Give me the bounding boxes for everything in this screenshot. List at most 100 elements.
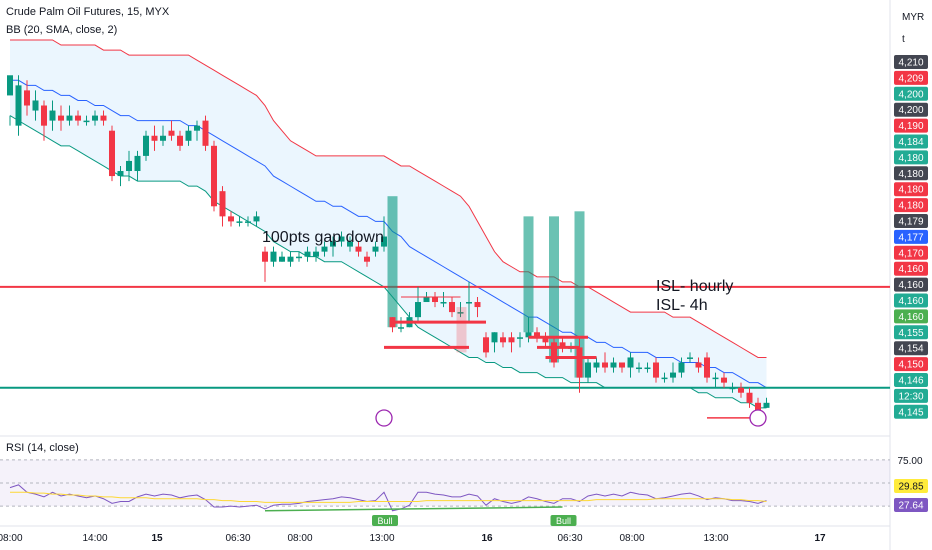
candle-body <box>755 402 761 413</box>
price-label-text: 4,160 <box>898 264 923 275</box>
divergence-line <box>264 506 563 512</box>
candle <box>534 327 540 343</box>
price-label-text: 4,155 <box>898 328 923 339</box>
candle-body <box>279 256 285 262</box>
candle <box>517 332 523 348</box>
price-label: 4,200 <box>894 102 928 117</box>
time-axis-label: 15 <box>151 533 163 544</box>
candle-body <box>202 120 209 146</box>
highlight-bar <box>574 211 585 378</box>
candle-body <box>143 135 149 156</box>
price-label-bg <box>894 214 928 228</box>
candle-body <box>559 342 566 348</box>
price-label: 4,177 <box>894 229 928 244</box>
candle-body <box>729 387 736 390</box>
price-label-bg <box>894 229 928 244</box>
candle <box>389 317 396 333</box>
candle <box>83 115 90 126</box>
rsi-label[interactable]: RSI (14, close) <box>6 442 79 454</box>
candle <box>287 251 294 267</box>
candle-body <box>432 296 438 303</box>
candle <box>338 231 345 247</box>
highlight-bar <box>549 216 559 363</box>
candle-body <box>228 216 234 222</box>
candle-body <box>126 160 132 172</box>
candle <box>457 302 464 318</box>
price-label: 4,190 <box>894 118 928 133</box>
price-label: 4,160 <box>894 277 928 292</box>
price-label-text: 4,160 <box>898 280 923 291</box>
candle <box>228 211 234 227</box>
session-marker-icon <box>749 409 767 427</box>
price-label-text: 4,180 <box>898 169 923 180</box>
candle <box>619 362 625 373</box>
candle-body <box>304 251 311 257</box>
gap-annotation[interactable]: 100pts gap down <box>262 229 384 246</box>
bollinger-bands-label[interactable]: BB (20, SMA, close, 2) <box>6 24 118 36</box>
price-label-bg <box>894 261 928 276</box>
price-label: 4,146 <box>894 373 928 387</box>
price-label-bg <box>894 166 928 181</box>
candle-body <box>746 392 753 403</box>
bull-signal-text: Bull <box>556 516 571 526</box>
candle <box>126 150 132 182</box>
candle-body <box>211 145 217 207</box>
candle <box>253 211 260 227</box>
candle-body <box>695 362 702 368</box>
time-axis-label: 17 <box>814 533 826 544</box>
candle-body <box>372 246 379 252</box>
candle <box>763 397 770 408</box>
candle <box>347 236 353 252</box>
isl-4h-annotation[interactable]: ISL- 4h <box>656 297 708 314</box>
candle-body <box>627 357 634 368</box>
candle <box>678 357 685 378</box>
candle <box>610 357 617 373</box>
candle-body <box>100 115 107 121</box>
price-label-bg <box>894 404 928 419</box>
candle <box>712 372 719 388</box>
chart-title: Crude Palm Oil Futures, 15, MYX <box>6 6 170 18</box>
candle <box>440 291 447 308</box>
time-axis-label: 06:30 <box>225 533 250 544</box>
price-label: 4,160 <box>894 293 928 308</box>
isl-hourly-annotation[interactable]: ISL- hourly <box>656 278 734 295</box>
candle <box>134 150 141 182</box>
candle-body <box>32 100 39 111</box>
candle-body <box>109 130 115 177</box>
candle <box>585 357 591 383</box>
price-label-text: 4,180 <box>898 201 923 212</box>
candle <box>304 246 311 262</box>
candle-body <box>262 251 268 262</box>
candle <box>729 382 736 393</box>
candle <box>508 332 515 353</box>
candle-body <box>670 372 676 378</box>
price-label-text: 4,210 <box>898 58 923 69</box>
candle <box>644 362 651 373</box>
candle-body <box>440 302 447 304</box>
price-label-text: 4,184 <box>898 137 923 148</box>
price-label: 4,184 <box>894 134 928 149</box>
candle <box>372 241 379 257</box>
rsi-value-bg <box>894 479 928 493</box>
price-label-bg <box>894 55 928 69</box>
candle-body <box>738 387 744 393</box>
time-axis-label: 08:00 <box>619 533 644 544</box>
price-label-bg <box>894 70 928 85</box>
candle <box>279 251 285 262</box>
candle <box>466 281 472 323</box>
price-label: 4,179 <box>894 214 928 228</box>
price-label-text: 4,180 <box>898 153 923 164</box>
candle <box>721 372 727 388</box>
price-label-text: 4,180 <box>898 185 923 196</box>
time-axis-label: 13:00 <box>703 533 728 544</box>
candle-body <box>313 251 319 257</box>
rsi-value-text: 29.85 <box>898 482 923 493</box>
currency-label[interactable]: MYR <box>902 12 925 23</box>
candle-body <box>551 342 557 363</box>
candle-body <box>7 75 13 96</box>
highlight-bar <box>523 216 534 333</box>
price-label-text: 4,190 <box>898 121 923 132</box>
candle-body <box>636 367 642 370</box>
price-label-text: 4,145 <box>898 407 923 418</box>
candle <box>432 291 438 308</box>
